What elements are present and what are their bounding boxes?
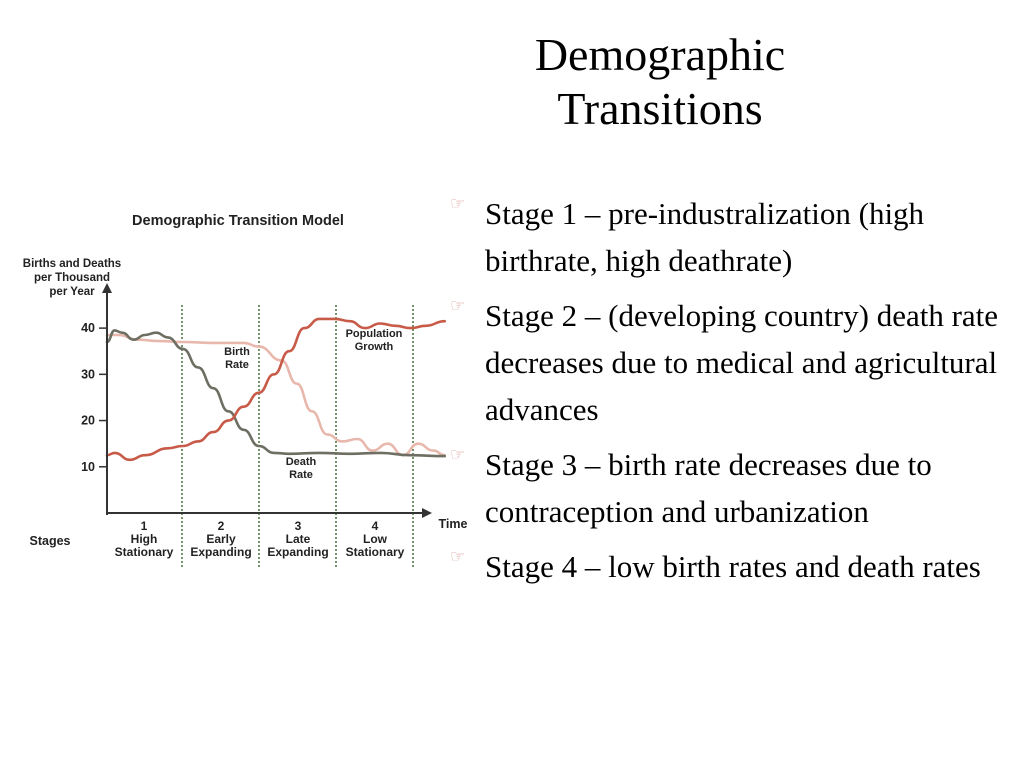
- stage-label: Late: [286, 532, 311, 546]
- y-tick-label: 40: [81, 321, 95, 335]
- y-axis-label-line3: per Year: [49, 286, 95, 298]
- stage-label: 3: [295, 519, 302, 533]
- stage-label: Low: [363, 532, 388, 546]
- y-tick-label: 30: [81, 367, 95, 381]
- x-axis-arrow-icon: [422, 508, 432, 518]
- population-growth-annotation-line1: Population: [346, 328, 403, 340]
- stage-label: 2: [218, 519, 225, 533]
- pointing-hand-icon: ☞: [450, 194, 466, 214]
- stage-label: Expanding: [267, 545, 328, 559]
- pointing-hand-icon: ☞: [450, 547, 466, 567]
- pointing-hand-icon: ☞: [450, 445, 466, 465]
- birth-rate-annotation-line1: Birth: [224, 346, 250, 358]
- birth-rate-annotation-line2: Rate: [225, 359, 249, 371]
- bullet-text: Stage 2 – (developing country) death rat…: [485, 298, 999, 427]
- bullet-text: Stage 4 – low birth rates and death rate…: [485, 549, 981, 584]
- population-growth-annotation-line2: Growth: [355, 341, 394, 353]
- series-line-birth-rate: [105, 333, 446, 457]
- stage-label: Expanding: [190, 545, 251, 559]
- bullet-item: ☞ Stage 3 – birth rate decreases due to …: [450, 441, 1010, 535]
- slide-title: Demographic Transitions: [460, 28, 860, 136]
- slide-title-line2: Transitions: [557, 83, 763, 134]
- y-tick-label: 20: [81, 414, 95, 428]
- death-rate-annotation-line2: Rate: [289, 469, 313, 481]
- pointing-hand-icon: ☞: [450, 296, 466, 316]
- chart-title: Demographic Transition Model: [132, 213, 344, 229]
- bullet-text: Stage 3 – birth rate decreases due to co…: [485, 447, 932, 529]
- x-axis-label: Time: [439, 517, 468, 531]
- y-axis-arrow-icon: [102, 283, 112, 293]
- stage-label: 4: [372, 519, 379, 533]
- series-line-death-rate: [105, 329, 446, 458]
- death-rate-annotation-line1: Death: [286, 456, 317, 468]
- slide-title-line1: Demographic: [534, 29, 786, 80]
- y-axis-label-line2: per Thousand: [34, 272, 110, 284]
- bullet-item: ☞ Stage 4 – low birth rates and death ra…: [450, 543, 1010, 590]
- y-axis-label-line1: Births and Deaths: [23, 258, 121, 270]
- stage-labels: 1HighStationary2EarlyExpanding3LateExpan…: [115, 519, 405, 559]
- bullet-item: ☞ Stage 2 – (developing country) death r…: [450, 292, 1010, 433]
- stage-label: High: [131, 532, 158, 546]
- bullet-list: ☞ Stage 1 – pre-industralization (high b…: [450, 190, 1010, 598]
- stage-label: Early: [206, 532, 236, 546]
- series-lines: [105, 317, 446, 462]
- bullet-item: ☞ Stage 1 – pre-industralization (high b…: [450, 190, 1010, 284]
- stage-label: Stationary: [115, 545, 174, 559]
- bullet-text: Stage 1 – pre-industralization (high bir…: [485, 196, 925, 278]
- stage-label: 1: [141, 519, 148, 533]
- stage-label: Stationary: [346, 545, 405, 559]
- stages-label: Stages: [30, 534, 71, 548]
- y-axis-ticks: 10 20 30 40: [81, 321, 107, 474]
- y-tick-label: 10: [81, 460, 95, 474]
- series-line-population-growth: [105, 317, 446, 462]
- demographic-transition-chart: Demographic Transition Model Births and …: [23, 213, 468, 567]
